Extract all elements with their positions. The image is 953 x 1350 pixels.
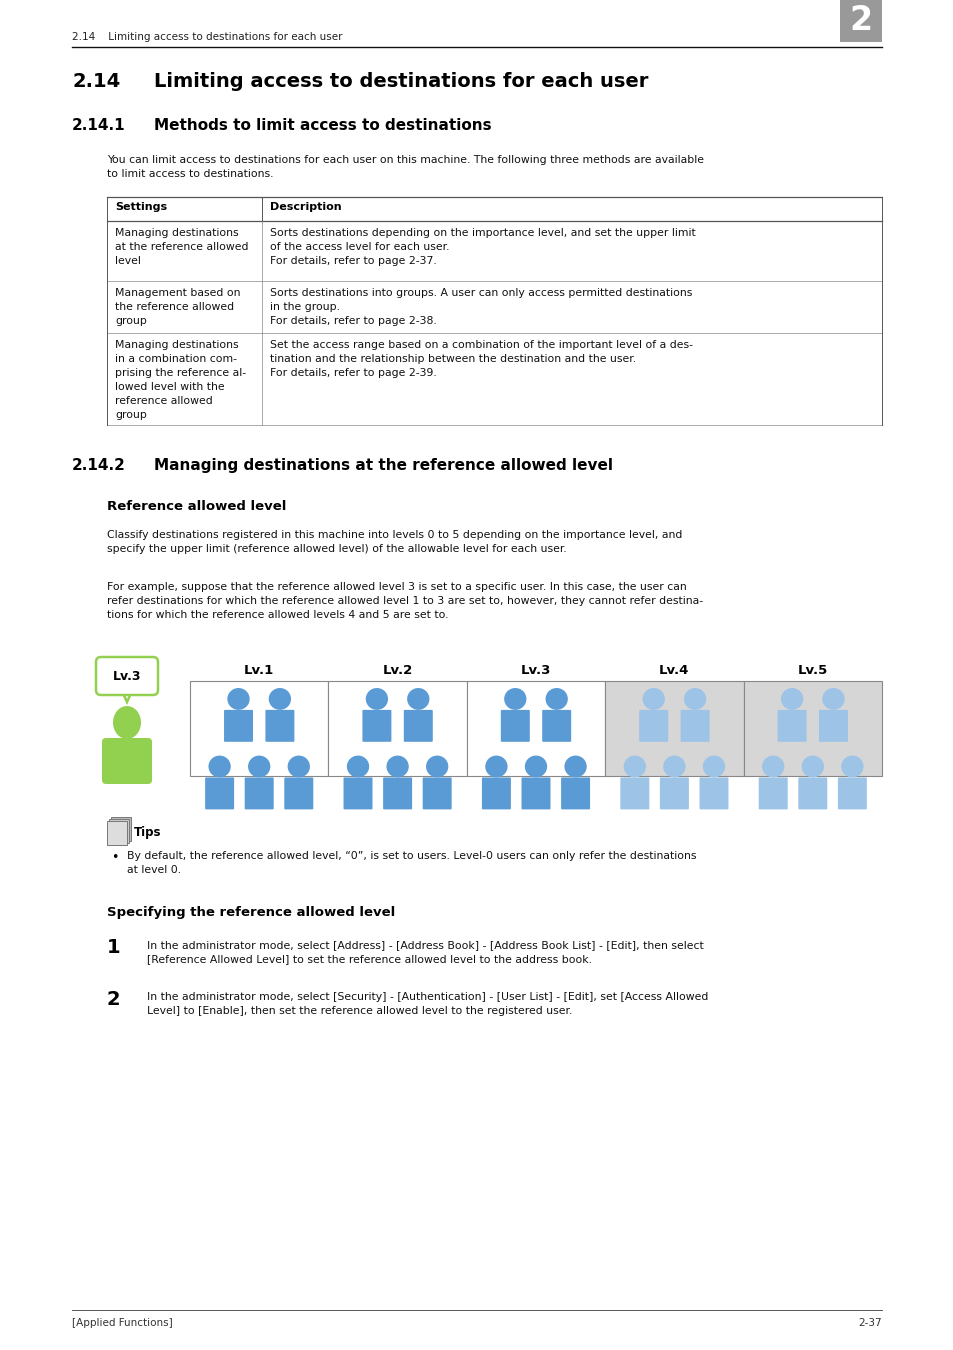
FancyBboxPatch shape — [541, 710, 571, 741]
Ellipse shape — [642, 688, 664, 710]
Ellipse shape — [623, 756, 645, 778]
FancyBboxPatch shape — [679, 710, 709, 741]
Text: 2-37: 2-37 — [858, 1318, 882, 1328]
Text: Management based on
the reference allowed
group: Management based on the reference allowe… — [115, 288, 240, 325]
Text: 1: 1 — [107, 938, 120, 957]
Ellipse shape — [269, 688, 291, 710]
Ellipse shape — [365, 688, 388, 710]
Ellipse shape — [347, 756, 369, 778]
Text: Description: Description — [270, 202, 341, 212]
Text: Set the access range based on a combination of the important level of a des-
tin: Set the access range based on a combinat… — [270, 340, 692, 378]
Ellipse shape — [248, 756, 270, 778]
Text: Reference allowed level: Reference allowed level — [107, 500, 286, 513]
Text: Limiting access to destinations for each user: Limiting access to destinations for each… — [153, 72, 648, 90]
FancyBboxPatch shape — [619, 778, 649, 810]
Text: Lv.1: Lv.1 — [244, 663, 274, 676]
FancyBboxPatch shape — [639, 710, 667, 741]
FancyBboxPatch shape — [837, 778, 866, 810]
Text: Sorts destinations into groups. A user can only access permitted destinations
in: Sorts destinations into groups. A user c… — [270, 288, 692, 325]
Ellipse shape — [761, 756, 783, 778]
Ellipse shape — [227, 688, 250, 710]
Text: Managing destinations
at the reference allowed
level: Managing destinations at the reference a… — [115, 228, 248, 266]
Ellipse shape — [801, 756, 823, 778]
FancyBboxPatch shape — [521, 778, 550, 810]
Text: Settings: Settings — [115, 202, 167, 212]
FancyBboxPatch shape — [798, 778, 826, 810]
Text: 2: 2 — [848, 4, 872, 38]
FancyBboxPatch shape — [777, 710, 805, 741]
FancyBboxPatch shape — [265, 710, 294, 741]
Ellipse shape — [524, 756, 547, 778]
FancyBboxPatch shape — [604, 680, 742, 776]
FancyBboxPatch shape — [422, 778, 451, 810]
Ellipse shape — [209, 756, 231, 778]
Text: By default, the reference allowed level, “0”, is set to users. Level-0 users can: By default, the reference allowed level,… — [127, 850, 696, 875]
FancyBboxPatch shape — [107, 821, 127, 845]
Text: In the administrator mode, select [Security] - [Authentication] - [User List] - : In the administrator mode, select [Secur… — [147, 992, 708, 1017]
Text: [Applied Functions]: [Applied Functions] — [71, 1318, 172, 1328]
FancyBboxPatch shape — [205, 778, 233, 810]
FancyBboxPatch shape — [818, 710, 847, 741]
Ellipse shape — [386, 756, 408, 778]
Text: Managing destinations at the reference allowed level: Managing destinations at the reference a… — [153, 458, 613, 472]
FancyBboxPatch shape — [699, 778, 728, 810]
Text: You can limit access to destinations for each user on this machine. The followin: You can limit access to destinations for… — [107, 155, 703, 180]
FancyBboxPatch shape — [560, 778, 590, 810]
Ellipse shape — [702, 756, 724, 778]
Text: Sorts destinations depending on the importance level, and set the upper limit
of: Sorts destinations depending on the impo… — [270, 228, 695, 266]
FancyBboxPatch shape — [190, 680, 328, 776]
FancyBboxPatch shape — [245, 778, 274, 810]
Text: Lv.3: Lv.3 — [520, 663, 551, 676]
Ellipse shape — [287, 756, 310, 778]
Ellipse shape — [564, 756, 586, 778]
Text: Lv.5: Lv.5 — [797, 663, 827, 676]
Text: Lv.2: Lv.2 — [382, 663, 413, 676]
Ellipse shape — [112, 706, 141, 738]
Text: For example, suppose that the reference allowed level 3 is set to a specific use: For example, suppose that the reference … — [107, 582, 702, 620]
Ellipse shape — [683, 688, 705, 710]
FancyBboxPatch shape — [742, 680, 882, 776]
FancyBboxPatch shape — [500, 710, 529, 741]
FancyBboxPatch shape — [343, 778, 372, 810]
FancyBboxPatch shape — [840, 0, 882, 42]
Ellipse shape — [781, 688, 802, 710]
FancyBboxPatch shape — [284, 778, 313, 810]
FancyBboxPatch shape — [481, 778, 511, 810]
Ellipse shape — [841, 756, 862, 778]
Text: Methods to limit access to destinations: Methods to limit access to destinations — [153, 117, 491, 134]
Text: In the administrator mode, select [Address] - [Address Book] - [Address Book Lis: In the administrator mode, select [Addre… — [147, 940, 703, 964]
FancyBboxPatch shape — [383, 778, 412, 810]
Text: Tips: Tips — [133, 826, 161, 838]
Text: 2.14    Limiting access to destinations for each user: 2.14 Limiting access to destinations for… — [71, 32, 342, 42]
Ellipse shape — [503, 688, 526, 710]
Text: Lv.4: Lv.4 — [659, 663, 689, 676]
FancyBboxPatch shape — [659, 778, 688, 810]
Ellipse shape — [426, 756, 448, 778]
FancyBboxPatch shape — [362, 710, 391, 741]
Ellipse shape — [545, 688, 567, 710]
Text: •: • — [111, 850, 118, 864]
Ellipse shape — [821, 688, 843, 710]
FancyBboxPatch shape — [758, 778, 787, 810]
FancyBboxPatch shape — [224, 710, 253, 741]
Text: Specifying the reference allowed level: Specifying the reference allowed level — [107, 906, 395, 919]
Polygon shape — [121, 690, 132, 702]
Ellipse shape — [662, 756, 685, 778]
Text: 2.14.1: 2.14.1 — [71, 117, 126, 134]
Text: Lv.3: Lv.3 — [112, 670, 141, 683]
FancyBboxPatch shape — [109, 819, 129, 842]
FancyBboxPatch shape — [102, 738, 152, 784]
Ellipse shape — [485, 756, 507, 778]
FancyBboxPatch shape — [403, 710, 433, 741]
FancyBboxPatch shape — [466, 680, 604, 776]
FancyBboxPatch shape — [96, 657, 158, 695]
Text: 2: 2 — [107, 990, 120, 1008]
Text: 2.14.2: 2.14.2 — [71, 458, 126, 472]
FancyBboxPatch shape — [328, 680, 466, 776]
Text: Classify destinations registered in this machine into levels 0 to 5 depending on: Classify destinations registered in this… — [107, 531, 681, 554]
Text: Managing destinations
in a combination com-
prising the reference al-
lowed leve: Managing destinations in a combination c… — [115, 340, 246, 420]
Ellipse shape — [407, 688, 429, 710]
FancyBboxPatch shape — [112, 817, 132, 841]
Text: 2.14: 2.14 — [71, 72, 120, 90]
